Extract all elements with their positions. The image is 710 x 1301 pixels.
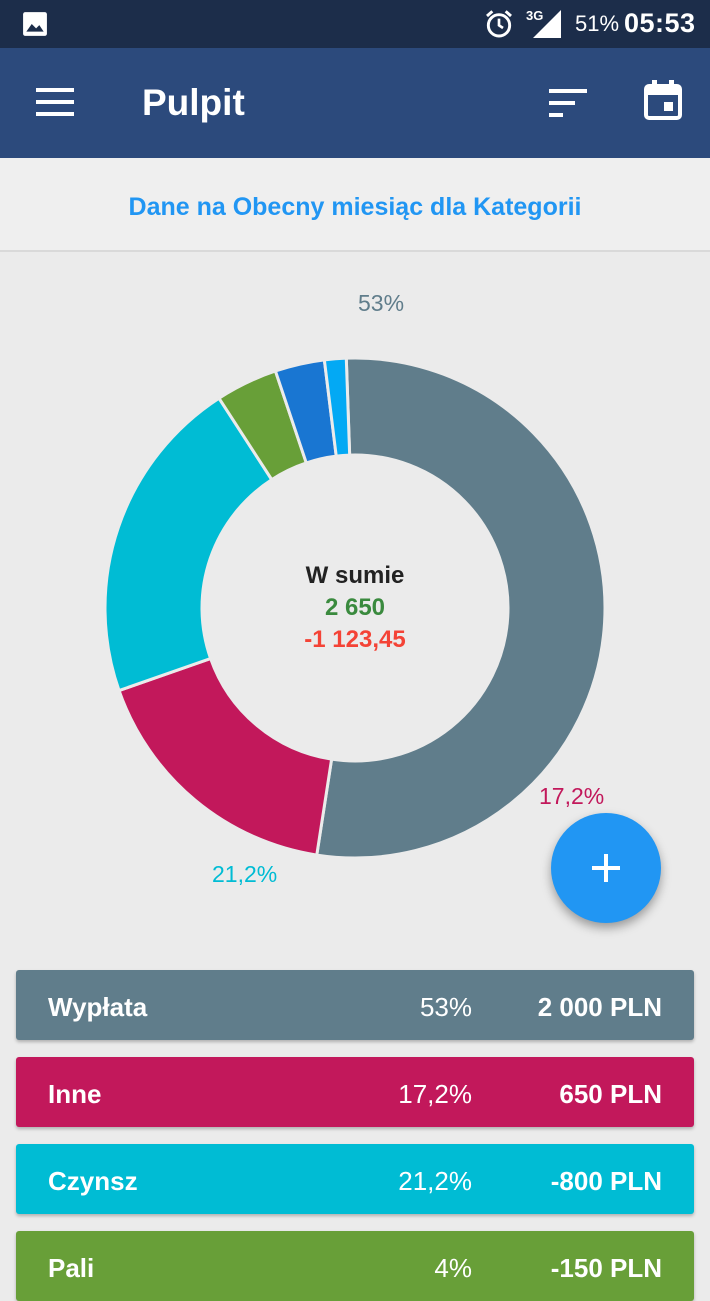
category-chart: W sumie 2 650 -1 123,45 53% 17,2% 21,2% bbox=[0, 252, 710, 952]
add-transaction-button[interactable] bbox=[551, 813, 661, 923]
category-amount: 2 000 PLN bbox=[537, 992, 662, 1022]
category-row-czynsz[interactable]: Czynsz 21,2% -800 PLN bbox=[16, 1144, 694, 1214]
period-subtitle: Dane na Obecny miesiąc dla Kategorii bbox=[0, 158, 710, 252]
category-percent: 17,2% bbox=[398, 1079, 472, 1109]
network-type: 3G bbox=[526, 8, 544, 23]
calendar-icon[interactable] bbox=[644, 80, 682, 120]
chart-slice-czynsz bbox=[103, 396, 274, 693]
battery-percent: 51% bbox=[575, 11, 620, 36]
category-amount: 650 PLN bbox=[559, 1079, 662, 1109]
category-name: Wypłata bbox=[48, 992, 148, 1022]
category-row-wyplata[interactable]: Wypłata 53% 2 000 PLN bbox=[16, 970, 694, 1040]
alarm-icon bbox=[486, 10, 512, 38]
status-bar: 3G 51% 05:53 bbox=[0, 0, 710, 48]
chart-label-czynsz: 21,2% bbox=[212, 861, 278, 887]
chart-label-inne: 17,2% bbox=[539, 783, 605, 809]
category-percent: 4% bbox=[434, 1253, 472, 1283]
total-expense: -1 123,45 bbox=[304, 626, 406, 653]
category-amount: -150 PLN bbox=[550, 1253, 662, 1283]
menu-icon[interactable] bbox=[36, 86, 74, 118]
donut-chart bbox=[103, 356, 607, 860]
category-name: Inne bbox=[48, 1079, 102, 1109]
clock: 05:53 bbox=[624, 8, 696, 38]
signal-icon bbox=[533, 10, 561, 38]
chart-slice-other-5 bbox=[322, 356, 352, 458]
category-row-inne[interactable]: Inne 17,2% 650 PLN bbox=[16, 1057, 694, 1127]
total-income: 2 650 bbox=[324, 594, 386, 621]
category-amount: -800 PLN bbox=[550, 1166, 662, 1196]
chart-slice-inne bbox=[117, 656, 334, 857]
plus-icon bbox=[592, 854, 620, 882]
category-name: Pali bbox=[48, 1253, 95, 1283]
category-percent: 21,2% bbox=[398, 1166, 472, 1196]
app-bar: Pulpit bbox=[0, 48, 710, 158]
total-label: W sumie bbox=[305, 562, 405, 589]
category-name: Czynsz bbox=[48, 1166, 138, 1196]
chart-slice-wypłata bbox=[315, 356, 607, 860]
sort-icon[interactable] bbox=[549, 88, 587, 118]
category-row-pali[interactable]: Pali 4% -150 PLN bbox=[16, 1231, 694, 1301]
gallery-icon bbox=[23, 12, 47, 36]
category-percent: 53% bbox=[419, 992, 472, 1022]
chart-label-wyplata: 53% bbox=[358, 290, 405, 316]
page-title: Pulpit bbox=[142, 82, 245, 123]
